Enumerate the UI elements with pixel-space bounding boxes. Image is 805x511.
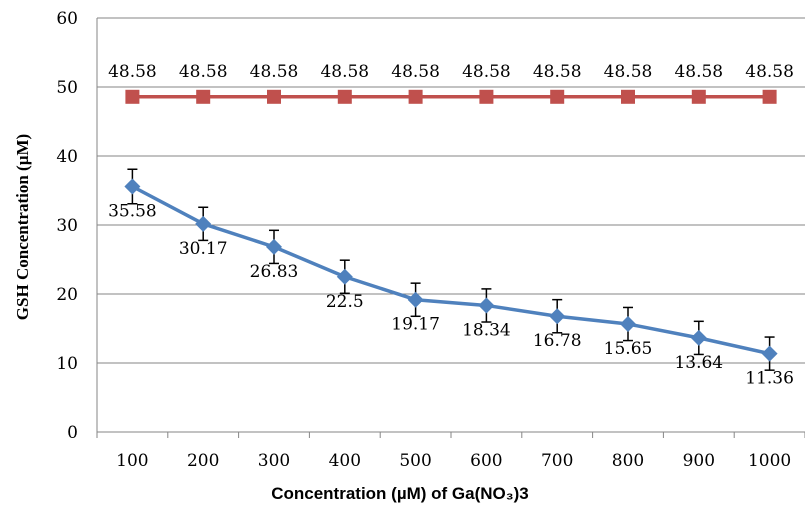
data-labels-layer: 48.58 48.58 48.58 48.58 48.58 48.58 48.58 48.58… [108,62,794,389]
data-label: 22.5 [326,292,364,312]
data-point [266,238,282,255]
data-point [691,89,706,104]
data-label: 35.58 [108,201,157,221]
axes [96,18,805,438]
data-label: 48.58 [108,62,157,82]
x-tick-label: 900 [683,451,715,471]
y-axis-title: GSH Concentration (µM) [13,134,32,320]
gridlines [97,17,805,364]
y-tick-label: 20 [56,285,78,305]
data-label: 48.58 [179,62,228,82]
x-tick-label: 500 [399,451,431,471]
data-point [337,89,352,104]
data-label: 11.36 [745,369,794,389]
data-point [195,215,212,232]
data-point [478,297,495,314]
data-point [196,89,211,104]
data-label: 26.83 [250,262,299,282]
y-tick-label: 10 [56,354,78,374]
data-label: 48.58 [533,62,582,82]
data-label: 48.58 [250,62,299,82]
series-1 [124,168,778,371]
x-axis-title: Concentration (µM) of Ga(NO₃)3 [271,484,529,503]
data-point [407,291,424,308]
data-point [620,316,636,333]
series-line [131,184,770,356]
series-0 [125,89,777,104]
data-label: 15.65 [604,339,653,359]
y-tick-label: 60 [56,9,78,29]
data-label: 48.58 [604,62,653,82]
x-tick-label: 600 [470,451,502,471]
x-tick-label: 400 [329,451,361,471]
data-label: 48.58 [674,62,723,82]
x-tick-label: 100 [116,451,148,471]
y-tick-labels: 0 10 20 30 40 50 60 [56,9,78,443]
data-label: 18.34 [462,320,511,340]
data-point [549,308,566,325]
x-tick-labels: 100 200 300 400 500 600 700 800 900 1000 [116,451,791,471]
data-label: 13.64 [674,353,723,373]
data-label: 19.17 [391,315,440,335]
y-tick-label: 0 [67,423,78,443]
data-point [408,89,423,104]
y-tick-label: 50 [56,78,78,98]
x-tick-label: 200 [187,451,219,471]
data-point [621,89,635,104]
data-point [761,345,778,362]
data-label: 48.58 [320,62,369,82]
data-label: 30.17 [179,239,228,259]
x-tick-label: 700 [541,451,573,471]
y-tick-label: 40 [56,147,78,167]
data-point [125,89,140,104]
data-point [690,329,707,346]
data-point [336,268,353,285]
data-label: 48.58 [462,62,511,82]
data-point [550,89,565,104]
x-tick-label: 800 [612,451,644,471]
data-label: 16.78 [533,331,582,351]
data-label: 48.58 [745,62,794,82]
data-point [479,89,494,104]
x-tick-label: 1000 [748,451,791,471]
data-label: 48.58 [391,62,440,82]
data-point [267,89,281,104]
series-layer [124,89,778,371]
data-point [124,178,141,195]
data-point [762,89,777,104]
x-tick-label: 300 [258,451,290,471]
y-tick-label: 30 [56,216,78,236]
